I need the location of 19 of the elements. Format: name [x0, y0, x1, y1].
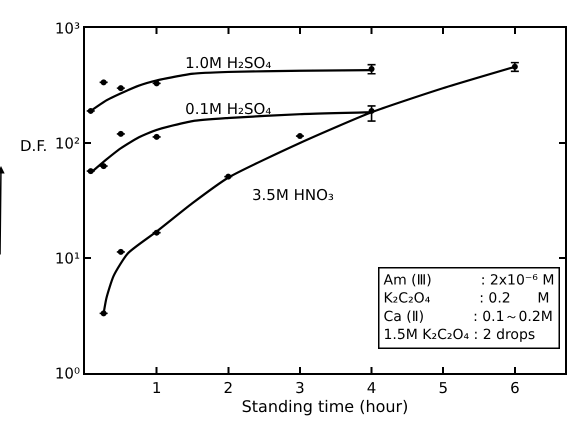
- annotation: K₂C₂O₄ : 0.2 M: [384, 290, 550, 307]
- y-tick-label: 10¹: [54, 249, 80, 268]
- x-tick-label: 3: [295, 379, 305, 397]
- x-tick-label: 5: [438, 379, 448, 397]
- y-tick-label: 10²: [54, 134, 80, 152]
- x-tick-label: 6: [510, 379, 520, 397]
- series-label: 1.0M H₂SO₄: [185, 54, 272, 72]
- annotation: 1.5M K₂C₂O₄ : 2 drops: [384, 327, 536, 344]
- x-tick-label: 1: [152, 379, 162, 397]
- x-axis-title: Standing time (hour): [242, 397, 408, 416]
- y-tick-label: 10⁰: [54, 364, 80, 382]
- series-label: 0.1M H₂SO₄: [185, 100, 272, 118]
- annotation: Ca (Ⅱ) : 0.1～0.2M: [384, 308, 553, 325]
- annotation: Am (Ⅲ) : 2x10⁻⁶ M: [384, 272, 554, 288]
- y-axis-title: D.F.: [20, 137, 48, 155]
- x-tick-label: 2: [224, 379, 234, 397]
- series-label: 3.5M HNO₃: [252, 186, 334, 204]
- y-tick-label: 10³: [54, 19, 80, 38]
- x-tick-label: 4: [366, 379, 376, 397]
